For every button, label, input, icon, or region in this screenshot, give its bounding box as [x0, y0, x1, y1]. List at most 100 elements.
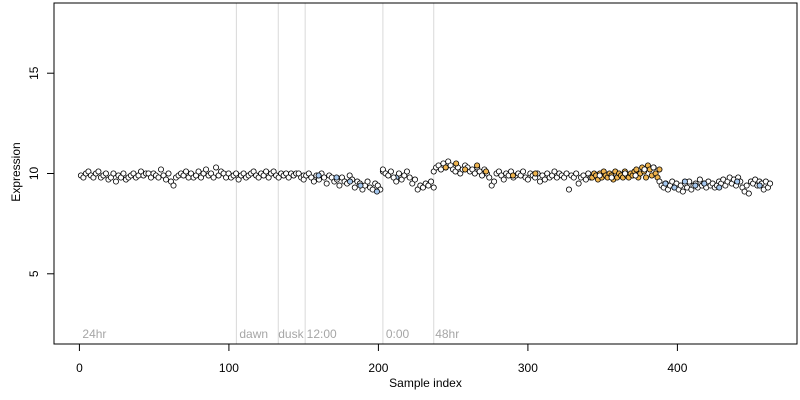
data-point-7	[95, 168, 102, 175]
data-point-62	[233, 170, 240, 177]
data-point-192	[536, 178, 543, 185]
x-axis-label: Sample index	[389, 376, 462, 390]
data-point-128	[379, 166, 386, 173]
data-point-138	[406, 174, 413, 181]
data-point-262	[650, 164, 657, 171]
data-point-256	[656, 166, 663, 173]
data-point-168	[479, 172, 486, 179]
data-point-171	[486, 174, 493, 181]
data-point-110	[351, 184, 358, 191]
data-point-165	[471, 170, 478, 177]
annotation-3: 12:00	[307, 327, 337, 341]
data-point-315	[767, 180, 774, 187]
data-point-131	[387, 168, 394, 175]
y-axis-label: Expression	[9, 142, 23, 201]
data-point-319	[692, 182, 699, 189]
data-point-42	[183, 168, 190, 175]
data-point-99	[323, 180, 330, 187]
y-tick-label-1: 10	[27, 167, 41, 181]
data-point-31	[155, 174, 162, 181]
data-point-211	[582, 176, 589, 183]
data-point-214	[442, 164, 449, 171]
data-point-145	[425, 182, 432, 189]
data-point-249	[643, 174, 650, 181]
data-point-207	[573, 170, 580, 177]
data-point-322	[734, 178, 741, 185]
x-tick-label-1: 100	[219, 361, 239, 375]
data-point-94	[310, 178, 317, 185]
annotation-5: 48hr	[435, 327, 459, 341]
data-point-50	[203, 166, 210, 173]
data-point-141	[414, 186, 421, 193]
x-tick-label-0: 0	[76, 361, 83, 375]
data-point-259	[622, 170, 629, 177]
data-point-258	[608, 174, 615, 181]
data-point-53	[210, 174, 217, 181]
data-point-130	[385, 172, 392, 179]
data-point-187	[524, 176, 531, 183]
data-point-10	[102, 170, 109, 177]
data-point-317	[671, 184, 678, 191]
data-point-318	[681, 178, 688, 185]
x-tick-label-3: 300	[518, 361, 538, 375]
data-point-274	[679, 188, 686, 195]
data-point-305	[745, 190, 752, 197]
annotation-2: dusk	[278, 327, 304, 341]
data-point-204	[565, 186, 572, 193]
data-point-135	[398, 176, 405, 183]
data-point-323	[756, 182, 763, 189]
data-point-137	[403, 168, 410, 175]
x-tick-label-4: 400	[667, 361, 687, 375]
data-point-220	[532, 170, 539, 177]
data-point-124	[347, 178, 354, 185]
data-point-123	[333, 174, 340, 181]
data-points	[77, 158, 774, 197]
data-point-198	[551, 168, 558, 175]
y-axis: 5 10 15	[27, 66, 55, 277]
data-point-194	[541, 176, 548, 183]
x-axis: 0 100 200 300 400	[76, 343, 688, 375]
y-tick-label-0: 5	[27, 270, 41, 277]
data-point-147	[430, 184, 437, 191]
data-point-47	[195, 168, 202, 175]
data-point-136	[401, 172, 408, 179]
data-point-219	[509, 172, 516, 179]
data-point-133	[393, 178, 400, 185]
data-point-304	[743, 182, 750, 189]
data-point-125	[357, 182, 364, 189]
data-point-140	[411, 176, 418, 183]
data-point-132	[390, 174, 397, 181]
data-point-13	[110, 170, 117, 177]
data-point-98	[321, 174, 328, 181]
data-point-244	[633, 166, 640, 173]
data-point-126	[373, 188, 380, 195]
data-point-173	[491, 178, 498, 185]
data-point-134	[395, 170, 402, 177]
data-point-143	[420, 184, 427, 191]
data-point-34	[163, 176, 170, 183]
data-point-115	[364, 178, 371, 185]
data-point-208	[575, 180, 582, 187]
annotation-1: dawn	[239, 327, 268, 341]
data-point-122	[315, 172, 322, 179]
data-point-139	[409, 180, 416, 187]
data-point-316	[662, 180, 669, 187]
data-point-17	[120, 170, 127, 177]
data-point-218	[483, 168, 490, 175]
data-point-321	[716, 184, 723, 191]
data-point-185	[520, 168, 527, 175]
data-point-217	[474, 162, 481, 169]
data-point-104	[336, 182, 343, 189]
y-tick-label-2: 15	[27, 66, 41, 80]
data-point-32	[157, 166, 164, 173]
data-point-203	[563, 170, 570, 177]
data-point-14	[112, 178, 119, 185]
data-point-35	[165, 170, 172, 177]
annotation-0: 24hr	[82, 327, 106, 341]
data-point-260	[632, 172, 639, 179]
data-point-261	[641, 166, 648, 173]
annotation-4: 0:00	[386, 327, 410, 341]
x-tick-label-2: 200	[368, 361, 388, 375]
data-point-146	[428, 178, 435, 185]
